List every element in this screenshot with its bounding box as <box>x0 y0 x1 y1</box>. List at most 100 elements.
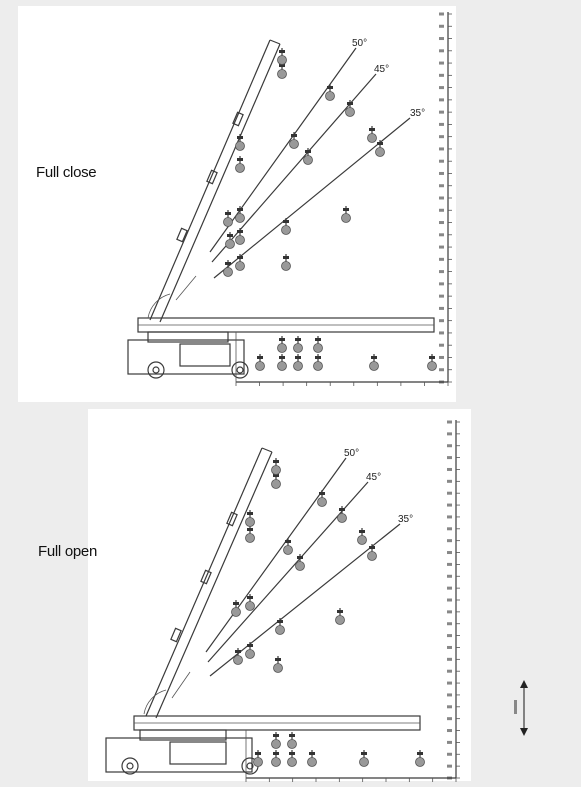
height-axis-tick-label-mark <box>447 610 452 614</box>
load-weight-icon <box>235 141 245 151</box>
height-axis-ticks <box>447 420 460 780</box>
height-axis-tick-label-mark <box>447 634 452 638</box>
height-axis-tick-label-mark <box>447 598 452 602</box>
angle-label-45: 45° <box>374 64 389 75</box>
angle-line-45 <box>207 481 369 663</box>
hook-block <box>339 508 345 511</box>
hook-block <box>359 530 365 533</box>
height-axis-tick-label-mark <box>447 491 452 495</box>
hook-block <box>347 102 353 105</box>
front-wheel-icon <box>147 361 165 379</box>
hook-block <box>283 220 289 223</box>
height-axis-tick-label-mark <box>439 184 444 188</box>
load-weight-icon <box>293 343 303 353</box>
load-weight-icon <box>337 513 347 523</box>
load-weight-icon <box>283 545 293 555</box>
turret <box>139 729 227 741</box>
height-axis-tick-label-mark <box>439 98 444 102</box>
carrier-frame <box>127 339 245 375</box>
load-weight-icon <box>359 757 369 767</box>
height-axis-tick-label-mark <box>439 86 444 90</box>
load-weight-icon <box>277 55 287 65</box>
boom-angle-arc <box>143 689 167 715</box>
hook-block <box>305 150 311 153</box>
luffing-cylinder <box>171 671 191 699</box>
load-weight-icon <box>281 261 291 271</box>
height-axis-tick-label-mark <box>439 294 444 298</box>
carrier-frame <box>105 737 253 773</box>
load-weight-icon <box>277 361 287 371</box>
load-chart-panel-full-close <box>18 6 456 402</box>
load-weight-icon <box>223 267 233 277</box>
hook-block <box>315 356 321 359</box>
height-axis-tick-label-mark <box>447 467 452 471</box>
hook-block <box>279 50 285 53</box>
height-axis-tick-label-mark <box>439 196 444 200</box>
angle-label-50: 50° <box>344 448 359 459</box>
load-weight-icon <box>235 235 245 245</box>
scale-arrow-head-down <box>520 728 528 736</box>
height-axis-tick-label-mark <box>439 49 444 53</box>
hook-block <box>247 512 253 515</box>
hook-block <box>273 474 279 477</box>
boom-edge-upper <box>149 39 271 321</box>
load-weight-icon <box>245 649 255 659</box>
hook-block <box>255 752 261 755</box>
angle-label-35: 35° <box>398 514 413 525</box>
full-close-label: Full close <box>36 164 97 181</box>
crane-body <box>127 317 435 382</box>
rear-wheel-icon <box>231 361 249 379</box>
load-weight-icon <box>367 133 377 143</box>
height-axis-tick-label-mark <box>439 147 444 151</box>
height-axis-tick-label-mark <box>439 343 444 347</box>
hook-block <box>277 620 283 623</box>
hook-block <box>369 546 375 549</box>
load-weight-icon <box>271 739 281 749</box>
hook-block <box>275 658 281 661</box>
height-axis-tick-label-mark <box>447 586 452 590</box>
hook-block <box>369 128 375 131</box>
height-axis-tick-label-mark <box>447 645 452 649</box>
height-axis-tick-label-mark <box>439 319 444 323</box>
height-axis-tick-label-mark <box>439 61 444 65</box>
boom-tip <box>269 39 281 45</box>
load-weight-icon <box>369 361 379 371</box>
height-axis-tick-label-mark <box>447 622 452 626</box>
cab <box>179 343 231 367</box>
hook-block <box>273 460 279 463</box>
height-axis-ticks <box>439 12 452 384</box>
crane-diagram-full-close: 50° 45° 35° <box>127 12 452 386</box>
load-weight-icon <box>313 361 323 371</box>
load-weight-icon <box>235 163 245 173</box>
load-weight-icon <box>233 655 243 665</box>
height-axis-tick-label-mark <box>447 479 452 483</box>
angle-line-50 <box>209 47 357 253</box>
hook-block <box>237 230 243 233</box>
cab <box>169 741 227 765</box>
luffing-cylinder <box>175 275 197 301</box>
boom-angle-arc <box>147 293 171 319</box>
hook-block <box>279 64 285 67</box>
hook-block <box>343 208 349 211</box>
load-weight-icon <box>293 361 303 371</box>
height-axis-tick-label-mark <box>447 693 452 697</box>
load-weight-icon <box>253 757 263 767</box>
hook-block <box>279 356 285 359</box>
hook-block <box>327 86 333 89</box>
hook-block <box>295 338 301 341</box>
height-axis-tick-label-mark <box>447 729 452 733</box>
height-axis-tick-label-mark <box>439 270 444 274</box>
height-axis-tick-label-mark <box>439 368 444 372</box>
hook-block <box>247 644 253 647</box>
load-weight-icon <box>325 91 335 101</box>
hook-block <box>273 734 279 737</box>
load-weight-icon <box>307 757 317 767</box>
boom-section-marker-1 <box>170 627 182 643</box>
height-axis-tick-label-mark <box>447 562 452 566</box>
load-weight-icon <box>277 343 287 353</box>
hook-block <box>361 752 367 755</box>
height-axis-tick-label-mark <box>439 12 444 16</box>
load-weight-icon <box>245 517 255 527</box>
load-weight-icon <box>255 361 265 371</box>
height-axis-tick-label-mark <box>439 208 444 212</box>
